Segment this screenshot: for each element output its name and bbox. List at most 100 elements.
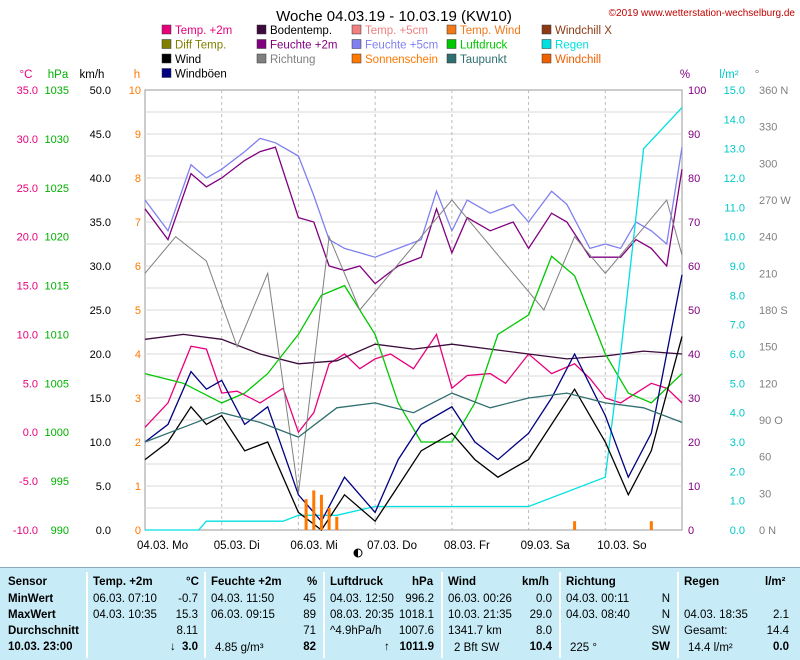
legend-swatch [351,39,362,49]
rain-tick: 10.0 [724,232,745,244]
regen-total-label: Gesamt: [684,625,728,637]
wind-max-time: 10.03. 21:35 [448,609,512,621]
luftdruck-now: 1011.9 [399,641,434,653]
luftdruck-max-value: 1018.1 [398,609,434,621]
wind-axis-unit: km/h [80,69,105,81]
wind-max-value: 29.0 [529,609,552,621]
temp-tick: 20.0 [17,232,38,244]
luftdruck-min-value: 996.2 [405,593,434,605]
rain-tick: 14.0 [724,114,745,126]
rain-tick: 5.0 [730,378,745,390]
rain-tick: 11.0 [724,202,745,214]
richtung-now: SW [651,641,670,653]
legend-swatch [541,24,552,35]
grid [144,89,683,531]
legend-label: Wind [175,54,201,66]
row-now: 10.03. 23:00 [8,641,73,653]
humidity-tick: 20 [688,437,700,449]
wind-bft: 2 Bft SW [454,642,500,654]
humidity-tick: 10 [688,481,700,493]
wind-tick: 0.0 [96,525,111,537]
humidity-tick: 50 [688,305,700,317]
legend-swatch [446,53,457,64]
rain-tick: 7.0 [730,320,745,332]
legend-swatch [256,53,267,64]
legend-label: Diff Temp. [175,40,226,52]
direction-tick: 360 N [759,85,788,97]
temp-tick: 30.0 [17,134,38,146]
row-min: MinWert [8,593,54,605]
rain-tick: 12.0 [724,173,745,185]
direction-tick: 120 [759,378,777,390]
legend-label: Temp. Wind [460,25,521,37]
legend-swatch [161,68,172,78]
wind-tick: 15.0 [90,393,111,405]
series-regen-line [145,107,683,531]
stats-table: Sensor MinWert MaxWert Durchschnitt 10.0… [0,567,800,660]
humidity-tick: 0 [688,525,694,537]
richtung-min-value: N [661,593,670,605]
x-axis-label: 06.03. Mi [290,540,337,552]
copyright: ©2019 www.wetterstation-wechselburg.de [609,8,796,19]
series-luftdruck-line [144,255,683,443]
x-axis-label: 07.03. Do [367,540,417,552]
feuchte-max-time: 06.03. 09:15 [211,609,275,621]
richtung-max-time: 04.03. 08:40 [566,609,630,621]
x-axis-label: 05.03. Di [214,540,260,552]
header-feuchte-unit: % [307,576,318,588]
richtung-min-time: 04.03. 00:11 [566,593,630,605]
pressure-tick: 1030 [45,134,69,146]
richtung-max-value: N [661,609,670,621]
legend-label: Temp. +2m [175,25,232,37]
direction-tick: 300 [759,158,777,170]
humidity-tick: 40 [688,349,700,361]
sun-tick: 0 [135,525,141,537]
humidity-tick: 80 [688,173,700,185]
legend-swatch [256,24,267,35]
series-wind-line [144,336,683,531]
temp-avg: 8.11 [176,625,198,637]
axes: °C hPa km/h h % l/m² ° [20,69,760,81]
sunshine-bar [304,499,308,530]
legend-swatch [161,39,172,49]
temp-tick: 25.0 [17,183,38,195]
header-sensor: Sensor [8,576,47,588]
series-feuchte-5cm-line [144,137,683,258]
sun-axis-unit: h [134,69,140,81]
temp-tick: -10.0 [13,525,38,537]
sun-tick: 6 [135,261,141,273]
richtung-avg: SW [651,625,670,637]
sun-tick: 7 [135,217,141,229]
regen-total: 14.4 [766,625,789,637]
temp-tick: 10.0 [17,329,38,341]
sun-tick: 4 [135,349,141,361]
row-avg: Durchschnitt [8,625,79,637]
header-temp: Temp. +2m [93,576,153,588]
pressure-tick: 995 [51,476,69,488]
temp-trend-icon: ↓ [170,641,176,653]
header-wind-unit: km/h [522,576,549,588]
sunshine-bar [312,490,316,530]
temp-max-time: 04.03. 10:35 [93,609,157,621]
legend-swatch [541,53,552,64]
series-richtung-line [144,198,683,494]
feuchte-max-value: 89 [303,609,316,621]
temp-now: 3.0 [182,641,198,653]
legend-label: Feuchte +5cm [365,40,438,52]
legend-label: Taupunkt [460,54,507,66]
series-taupunkt-line [144,392,683,443]
legend-label: Sonnenschein [365,54,438,66]
x-axis-label: 10.03. So [597,540,646,552]
sunshine-bar [573,521,577,530]
legend-label: Richtung [270,54,315,66]
sun-tick: 10 [129,85,141,97]
luftdruck-min-time: 04.03. 12:50 [330,593,394,605]
regen-now-label: 14.4 l/m² [688,642,733,654]
rain-tick: 8.0 [730,290,745,302]
direction-tick: 150 [759,342,777,354]
sunshine-bar [327,508,331,530]
pressure-tick: 1005 [45,378,69,390]
sunshine-bar [649,521,653,530]
humidity-tick: 90 [688,129,700,141]
header-richtung: Richtung [566,576,616,588]
